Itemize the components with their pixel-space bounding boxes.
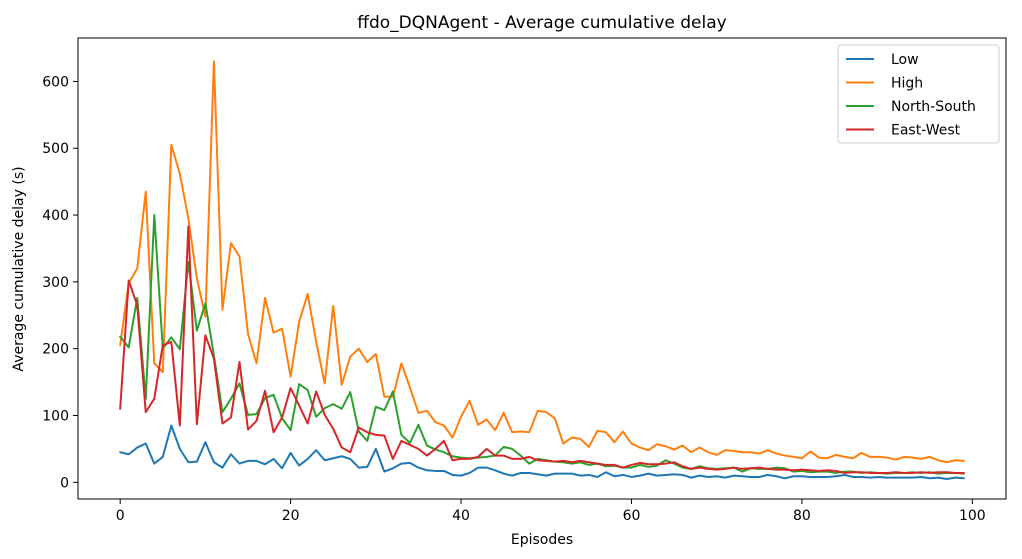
y-tick-label: 0 [60,475,69,491]
y-tick-label: 600 [42,74,69,90]
legend-label: North-South [891,99,976,115]
y-tick-label: 400 [42,208,69,224]
y-tick-label: 200 [42,342,69,358]
x-axis-label: Episodes [511,532,573,548]
legend-label: Low [891,52,919,68]
plot-frame [77,37,1007,500]
series-line-high [119,60,965,464]
y-tick-label: 300 [42,275,69,291]
series-line-low [119,424,965,480]
x-tick-label: 20 [282,508,300,524]
legend-box [837,44,1000,144]
y-axis-label: Average cumulative delay (s) [11,166,27,371]
legend-label: East-West [891,123,961,139]
legend-label: High [891,76,923,92]
x-tick-label: 0 [116,508,125,524]
x-axis: 0 20 40 60 80 100 [116,499,986,524]
series-line-east-west [119,225,965,474]
plot-area [119,60,965,480]
chart-title: ffdo_DQNAgent - Average cumulative delay [357,13,726,33]
x-tick-label: 100 [959,508,986,524]
legend: Low High North-South East-West [837,44,1000,144]
y-tick-label: 500 [42,141,69,157]
y-axis: 0 100 200 300 400 500 600 [42,74,78,491]
y-tick-label: 100 [42,408,69,424]
x-tick-label: 40 [452,508,470,524]
x-tick-label: 80 [793,508,811,524]
x-tick-label: 60 [623,508,641,524]
